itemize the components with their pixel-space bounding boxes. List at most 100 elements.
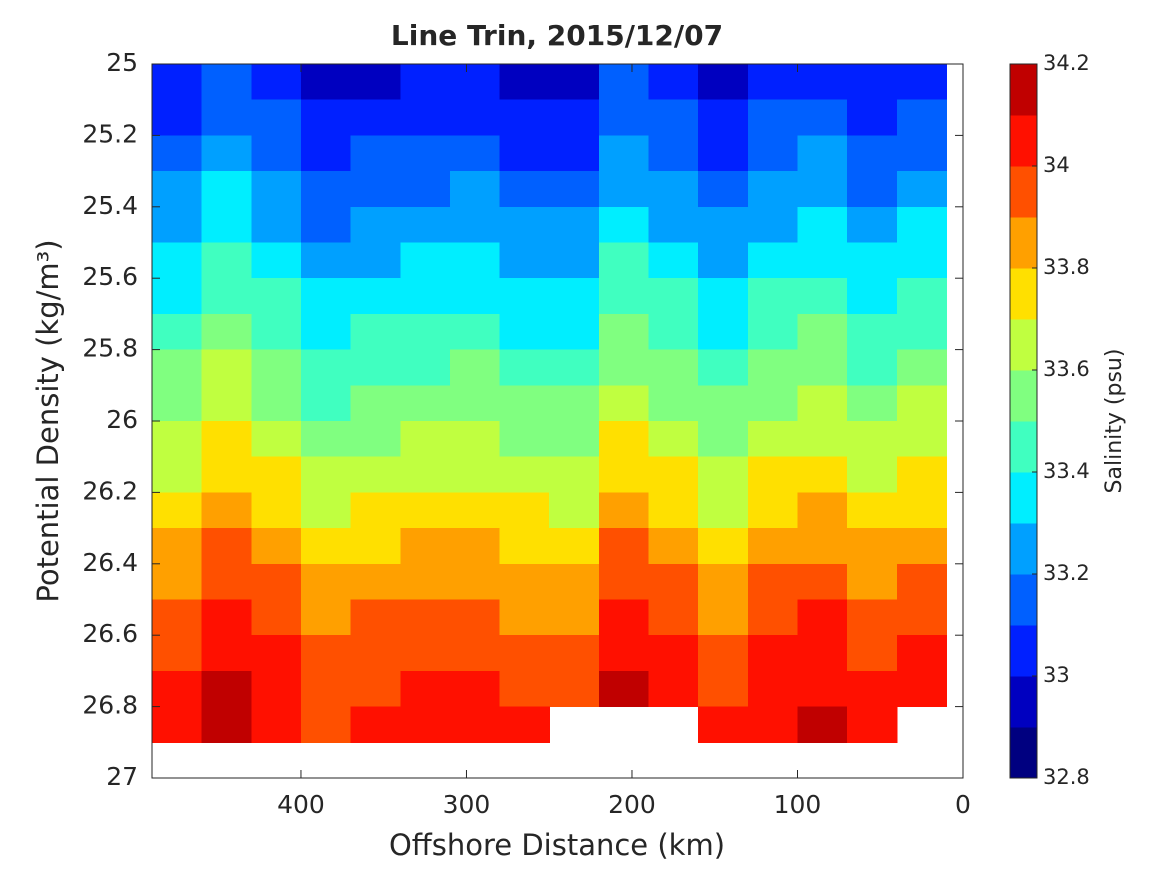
contour-cell <box>201 313 252 351</box>
contour-cell <box>896 635 948 672</box>
contour-cell <box>400 385 451 422</box>
contour-cell <box>648 599 699 636</box>
contour-cell <box>201 99 252 136</box>
contour-cell <box>251 599 302 636</box>
contour-cell <box>400 635 451 672</box>
contour-cell <box>747 64 799 101</box>
colorbar-tick-label: 34 <box>1043 153 1070 177</box>
contour-cell <box>747 385 799 422</box>
contour-cell <box>499 385 550 422</box>
contour-cell <box>896 171 948 208</box>
contour-cell <box>747 528 799 565</box>
contour-cell <box>350 706 401 743</box>
contour-cell <box>201 421 252 458</box>
contour-cell <box>300 242 352 279</box>
contour-cell <box>896 313 948 351</box>
contour-cell <box>449 135 501 172</box>
contour-cell <box>698 456 749 493</box>
contour-cell <box>300 528 352 565</box>
contour-cell <box>747 242 799 279</box>
contour-cell <box>598 421 650 458</box>
contour-cell <box>201 635 252 672</box>
contour-cell <box>797 456 848 493</box>
contour-cell <box>797 135 848 172</box>
contour-cell <box>350 635 401 672</box>
colorbar-band <box>1010 319 1037 371</box>
contour-cell <box>400 706 451 743</box>
contour-cell <box>648 206 699 244</box>
contour-cell <box>152 599 203 636</box>
contour-cell <box>300 64 352 101</box>
contour-cell <box>152 64 203 101</box>
contour-cell <box>152 706 203 743</box>
contour-cell <box>648 492 699 529</box>
contour-cell <box>400 135 451 172</box>
contour-cell <box>152 492 203 529</box>
contour-cell <box>201 278 252 315</box>
contour-cell <box>350 528 401 565</box>
contour-cell <box>648 135 699 172</box>
contour-cell <box>400 421 451 458</box>
contour-cell <box>847 706 898 743</box>
x-axis-label: Offshore Distance (km) <box>389 828 725 862</box>
contour-cell <box>201 492 252 529</box>
contour-cell <box>698 528 749 565</box>
contour-cell <box>350 492 401 529</box>
contour-cell <box>350 64 401 101</box>
contour-cell <box>648 635 699 672</box>
contour-cell <box>350 313 401 351</box>
x-tick-label: 0 <box>955 790 971 819</box>
x-tick-label: 100 <box>774 790 822 819</box>
contour-cell <box>648 385 699 422</box>
contour-cell <box>201 563 252 601</box>
contour-cell <box>499 206 550 244</box>
contour-cell <box>847 635 898 672</box>
contour-cell <box>400 563 451 601</box>
y-tick-label: 25.8 <box>82 334 138 363</box>
contour-cell <box>598 670 650 708</box>
contour-cell <box>549 456 600 493</box>
contour-cell <box>201 135 252 172</box>
contour-cell <box>847 492 898 529</box>
contour-cell <box>201 349 252 386</box>
contour-cell <box>300 421 352 458</box>
contour-cell <box>698 599 749 636</box>
contour-cell <box>449 563 501 601</box>
colorbar-band <box>1010 727 1037 779</box>
contour-cell <box>896 670 948 708</box>
contour-cell <box>499 528 550 565</box>
colorbar-tick-label: 33 <box>1043 663 1070 687</box>
contour-cell <box>201 528 252 565</box>
chart-title: Line Trin, 2015/12/07 <box>391 19 723 52</box>
y-tick-label: 26.4 <box>82 548 138 577</box>
contour-cell <box>598 135 650 172</box>
contour-cell <box>300 599 352 636</box>
contour-cell <box>201 456 252 493</box>
contour-cell <box>300 492 352 529</box>
contour-cell <box>598 599 650 636</box>
contour-cell <box>499 278 550 315</box>
contour-cell <box>847 349 898 386</box>
contour-cell <box>598 528 650 565</box>
y-tick-label: 25.2 <box>82 119 138 148</box>
colorbar-tick-label: 32.8 <box>1043 765 1090 789</box>
contour-cell <box>698 313 749 351</box>
contour-cell <box>350 349 401 386</box>
contour-cell <box>698 349 749 386</box>
contour-cell <box>698 135 749 172</box>
contour-cell <box>350 456 401 493</box>
contour-cell <box>201 706 252 743</box>
contour-cell <box>896 242 948 279</box>
contour-cell <box>648 563 699 601</box>
contour-cell <box>152 278 203 315</box>
contour-cell <box>549 635 600 672</box>
contour-cell <box>300 706 352 743</box>
colorbar-tick-label: 33.4 <box>1043 459 1090 483</box>
contour-cell <box>251 706 302 743</box>
contour-cell <box>251 313 302 351</box>
colorbar-band <box>1010 421 1037 473</box>
contour-cell <box>350 385 401 422</box>
contour-cell <box>549 64 600 101</box>
contour-cell <box>350 99 401 136</box>
contour-cell <box>400 492 451 529</box>
